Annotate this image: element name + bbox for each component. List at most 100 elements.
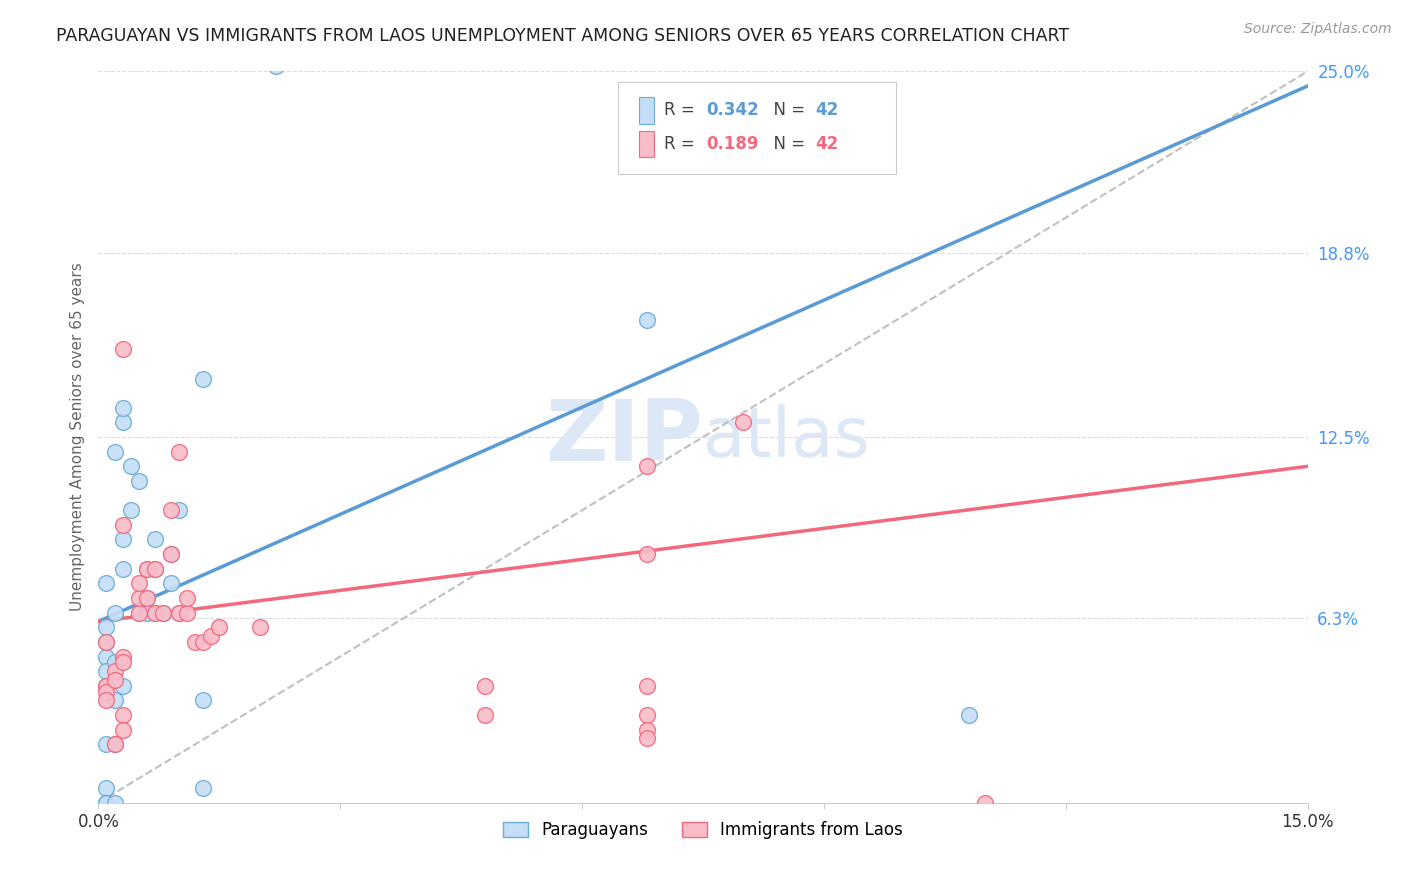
Point: [111, 533, 134, 547]
Text: ZIP: ZIP: [546, 395, 703, 479]
Point: [135, 606, 157, 620]
Text: 0.342: 0.342: [706, 102, 759, 120]
Point: [103, 796, 125, 810]
Point: [96, 576, 118, 591]
Legend: Paraguayans, Immigrants from Laos: Paraguayans, Immigrants from Laos: [496, 814, 910, 846]
Point: [96, 664, 118, 678]
Point: [193, 781, 215, 796]
Point: [96, 679, 118, 693]
Point: [160, 547, 183, 561]
Point: [120, 459, 142, 474]
Text: 42: 42: [815, 102, 838, 120]
Point: [200, 629, 222, 643]
Point: [111, 723, 134, 737]
Point: [96, 684, 118, 698]
Point: [111, 343, 134, 357]
Point: [636, 731, 658, 746]
Text: 0.189: 0.189: [706, 135, 759, 153]
Point: [128, 576, 150, 591]
Text: atlas: atlas: [703, 403, 870, 471]
Y-axis label: Unemployment Among Seniors over 65 years: Unemployment Among Seniors over 65 years: [69, 263, 84, 611]
Point: [474, 679, 496, 693]
Point: [111, 517, 134, 532]
Point: [160, 503, 183, 517]
Point: [96, 796, 118, 810]
Point: [128, 606, 150, 620]
Text: N =: N =: [763, 135, 810, 153]
Point: [96, 620, 118, 634]
Point: [103, 664, 125, 678]
Point: [193, 693, 215, 707]
Point: [636, 708, 658, 723]
Point: [474, 708, 496, 723]
Point: [103, 606, 125, 620]
Point: [167, 503, 190, 517]
Point: [103, 656, 125, 670]
Point: [96, 679, 118, 693]
Point: [103, 693, 125, 707]
Point: [135, 562, 157, 576]
Point: [111, 562, 134, 576]
Point: [176, 606, 198, 620]
Point: [111, 656, 134, 670]
Text: R =: R =: [664, 135, 700, 153]
Point: [111, 708, 134, 723]
Point: [143, 533, 166, 547]
Point: [111, 416, 134, 430]
Point: [143, 562, 166, 576]
Point: [103, 444, 125, 458]
Point: [143, 562, 166, 576]
Point: [120, 503, 142, 517]
Point: [733, 416, 755, 430]
Point: [636, 313, 658, 327]
Point: [957, 708, 980, 723]
Point: [96, 781, 118, 796]
FancyBboxPatch shape: [638, 97, 654, 124]
Point: [111, 649, 134, 664]
Point: [135, 591, 157, 605]
Point: [974, 796, 997, 810]
Point: [208, 620, 231, 634]
Point: [111, 401, 134, 415]
Point: [636, 723, 658, 737]
Point: [143, 606, 166, 620]
Point: [128, 591, 150, 605]
Point: [96, 635, 118, 649]
Point: [193, 371, 215, 385]
Point: [167, 606, 190, 620]
Point: [636, 459, 658, 474]
Point: [160, 547, 183, 561]
Point: [152, 606, 174, 620]
Point: [249, 620, 271, 634]
Point: [96, 649, 118, 664]
Point: [96, 635, 118, 649]
Text: Source: ZipAtlas.com: Source: ZipAtlas.com: [1244, 22, 1392, 37]
Point: [96, 693, 118, 707]
Point: [193, 635, 215, 649]
Point: [176, 591, 198, 605]
Point: [135, 591, 157, 605]
Text: N =: N =: [763, 102, 810, 120]
Point: [636, 547, 658, 561]
Point: [636, 679, 658, 693]
Text: 42: 42: [815, 135, 838, 153]
Point: [143, 606, 166, 620]
Point: [184, 635, 207, 649]
Point: [128, 474, 150, 488]
Point: [96, 796, 118, 810]
Point: [103, 673, 125, 687]
Point: [264, 58, 287, 72]
Point: [103, 737, 125, 751]
FancyBboxPatch shape: [619, 82, 897, 174]
Point: [167, 444, 190, 458]
FancyBboxPatch shape: [638, 130, 654, 158]
Point: [160, 576, 183, 591]
Point: [96, 737, 118, 751]
Point: [103, 737, 125, 751]
Point: [167, 606, 190, 620]
Text: R =: R =: [664, 102, 700, 120]
Point: [128, 606, 150, 620]
Text: PARAGUAYAN VS IMMIGRANTS FROM LAOS UNEMPLOYMENT AMONG SENIORS OVER 65 YEARS CORR: PARAGUAYAN VS IMMIGRANTS FROM LAOS UNEMP…: [56, 27, 1070, 45]
Point: [135, 562, 157, 576]
Point: [152, 606, 174, 620]
